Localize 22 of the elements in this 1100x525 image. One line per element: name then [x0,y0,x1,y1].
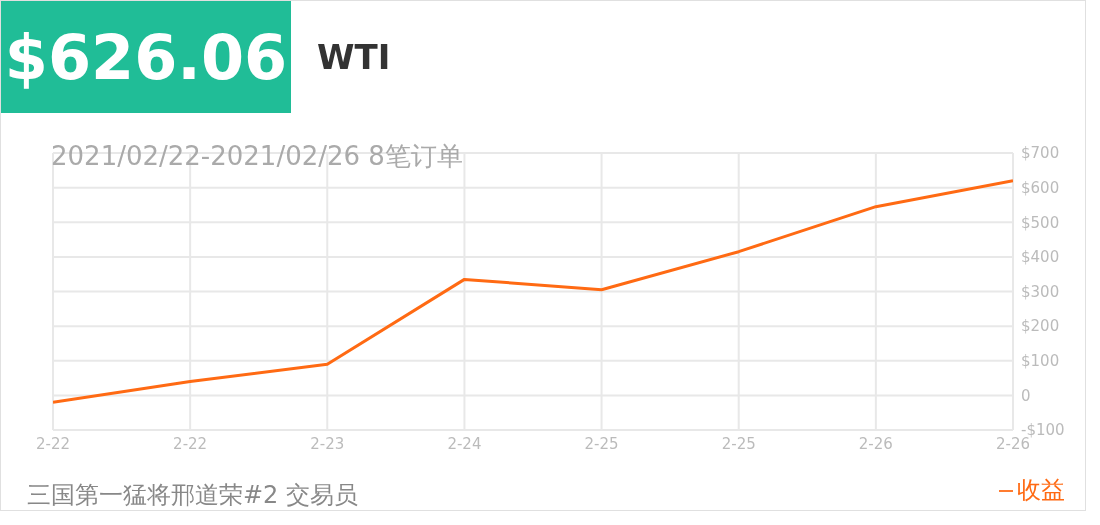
x-tick-label: 2-24 [447,434,482,453]
y-tick-label: $300 [1021,282,1060,301]
annotation: 2021/02/22-2021/02/26 8笔订单 [51,140,463,173]
x-tick-label: 2-25 [584,434,619,453]
y-tick-label: $200 [1021,317,1060,336]
x-tick-label: 2-26 [995,434,1031,453]
y-tick-label: 0 [1021,386,1031,405]
text: 三国第一猛将邢道荣#2 交易员 [27,480,359,511]
x-tick-label: 2-23 [310,434,345,453]
y-tick-label: $100 [1021,352,1060,371]
chart-subtitle: WTI [317,37,391,77]
y-tick-label: $500 [1021,213,1060,232]
legend-label: 收益 [1017,476,1065,504]
y-tick-label: $600 [1021,178,1060,197]
x-tick-label: 2-22 [35,434,71,453]
x-tick-label: 2-26 [858,434,893,453]
x-tick-label: 2-22 [173,434,208,453]
y-tick-label: $400 [1021,248,1060,267]
x-tick-label: 2-25 [721,434,756,453]
chart-title: $626.06 [1,1,291,113]
y-tick-label: $700 [1021,144,1060,163]
line-series [53,179,1013,404]
